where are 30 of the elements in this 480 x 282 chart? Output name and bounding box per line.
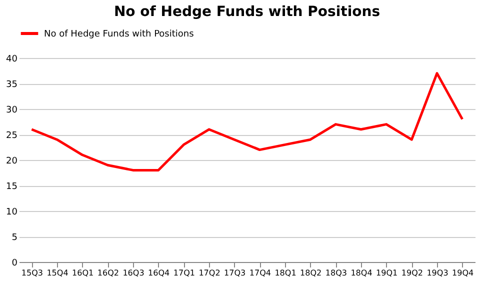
x-tick-label: 15Q4 bbox=[46, 268, 68, 278]
x-tick-label: 18Q3 bbox=[325, 268, 347, 278]
x-tick-label: 16Q2 bbox=[97, 268, 119, 278]
x-tick-label: 17Q4 bbox=[249, 268, 271, 278]
x-tick-label: 16Q3 bbox=[122, 268, 144, 278]
x-tick-label: 17Q3 bbox=[224, 268, 246, 278]
y-tick-label: 10 bbox=[6, 208, 18, 218]
x-tick-label: 19Q1 bbox=[376, 268, 398, 278]
x-tick-label: 16Q4 bbox=[148, 268, 170, 278]
x-tick-label: 18Q2 bbox=[300, 268, 322, 278]
x-tick-label: 18Q1 bbox=[274, 268, 296, 278]
line-series bbox=[30, 72, 464, 172]
x-tick-label: 19Q3 bbox=[426, 268, 448, 278]
y-tick-label: 30 bbox=[6, 106, 18, 116]
x-tick-label: 15Q3 bbox=[21, 268, 43, 278]
y-tick-label: 40 bbox=[6, 54, 18, 64]
y-tick-label: 25 bbox=[6, 131, 18, 141]
y-tick-label: 20 bbox=[6, 156, 18, 166]
chart-title: No of Hedge Funds with Positions bbox=[114, 4, 380, 20]
y-tick-label: 15 bbox=[6, 182, 18, 192]
x-tick-label: 19Q2 bbox=[401, 268, 423, 278]
x-tick-label: 17Q2 bbox=[198, 268, 220, 278]
x-tick-label: 18Q4 bbox=[350, 268, 372, 278]
legend-label: No of Hedge Funds with Positions bbox=[44, 30, 194, 40]
y-tick-label: 0 bbox=[12, 258, 18, 268]
x-tick-label: 16Q1 bbox=[72, 268, 94, 278]
x-tick-label: 19Q4 bbox=[452, 268, 474, 278]
y-tick-label: 35 bbox=[6, 80, 18, 90]
x-tick-label: 17Q1 bbox=[173, 268, 195, 278]
y-tick-label: 5 bbox=[12, 233, 18, 243]
